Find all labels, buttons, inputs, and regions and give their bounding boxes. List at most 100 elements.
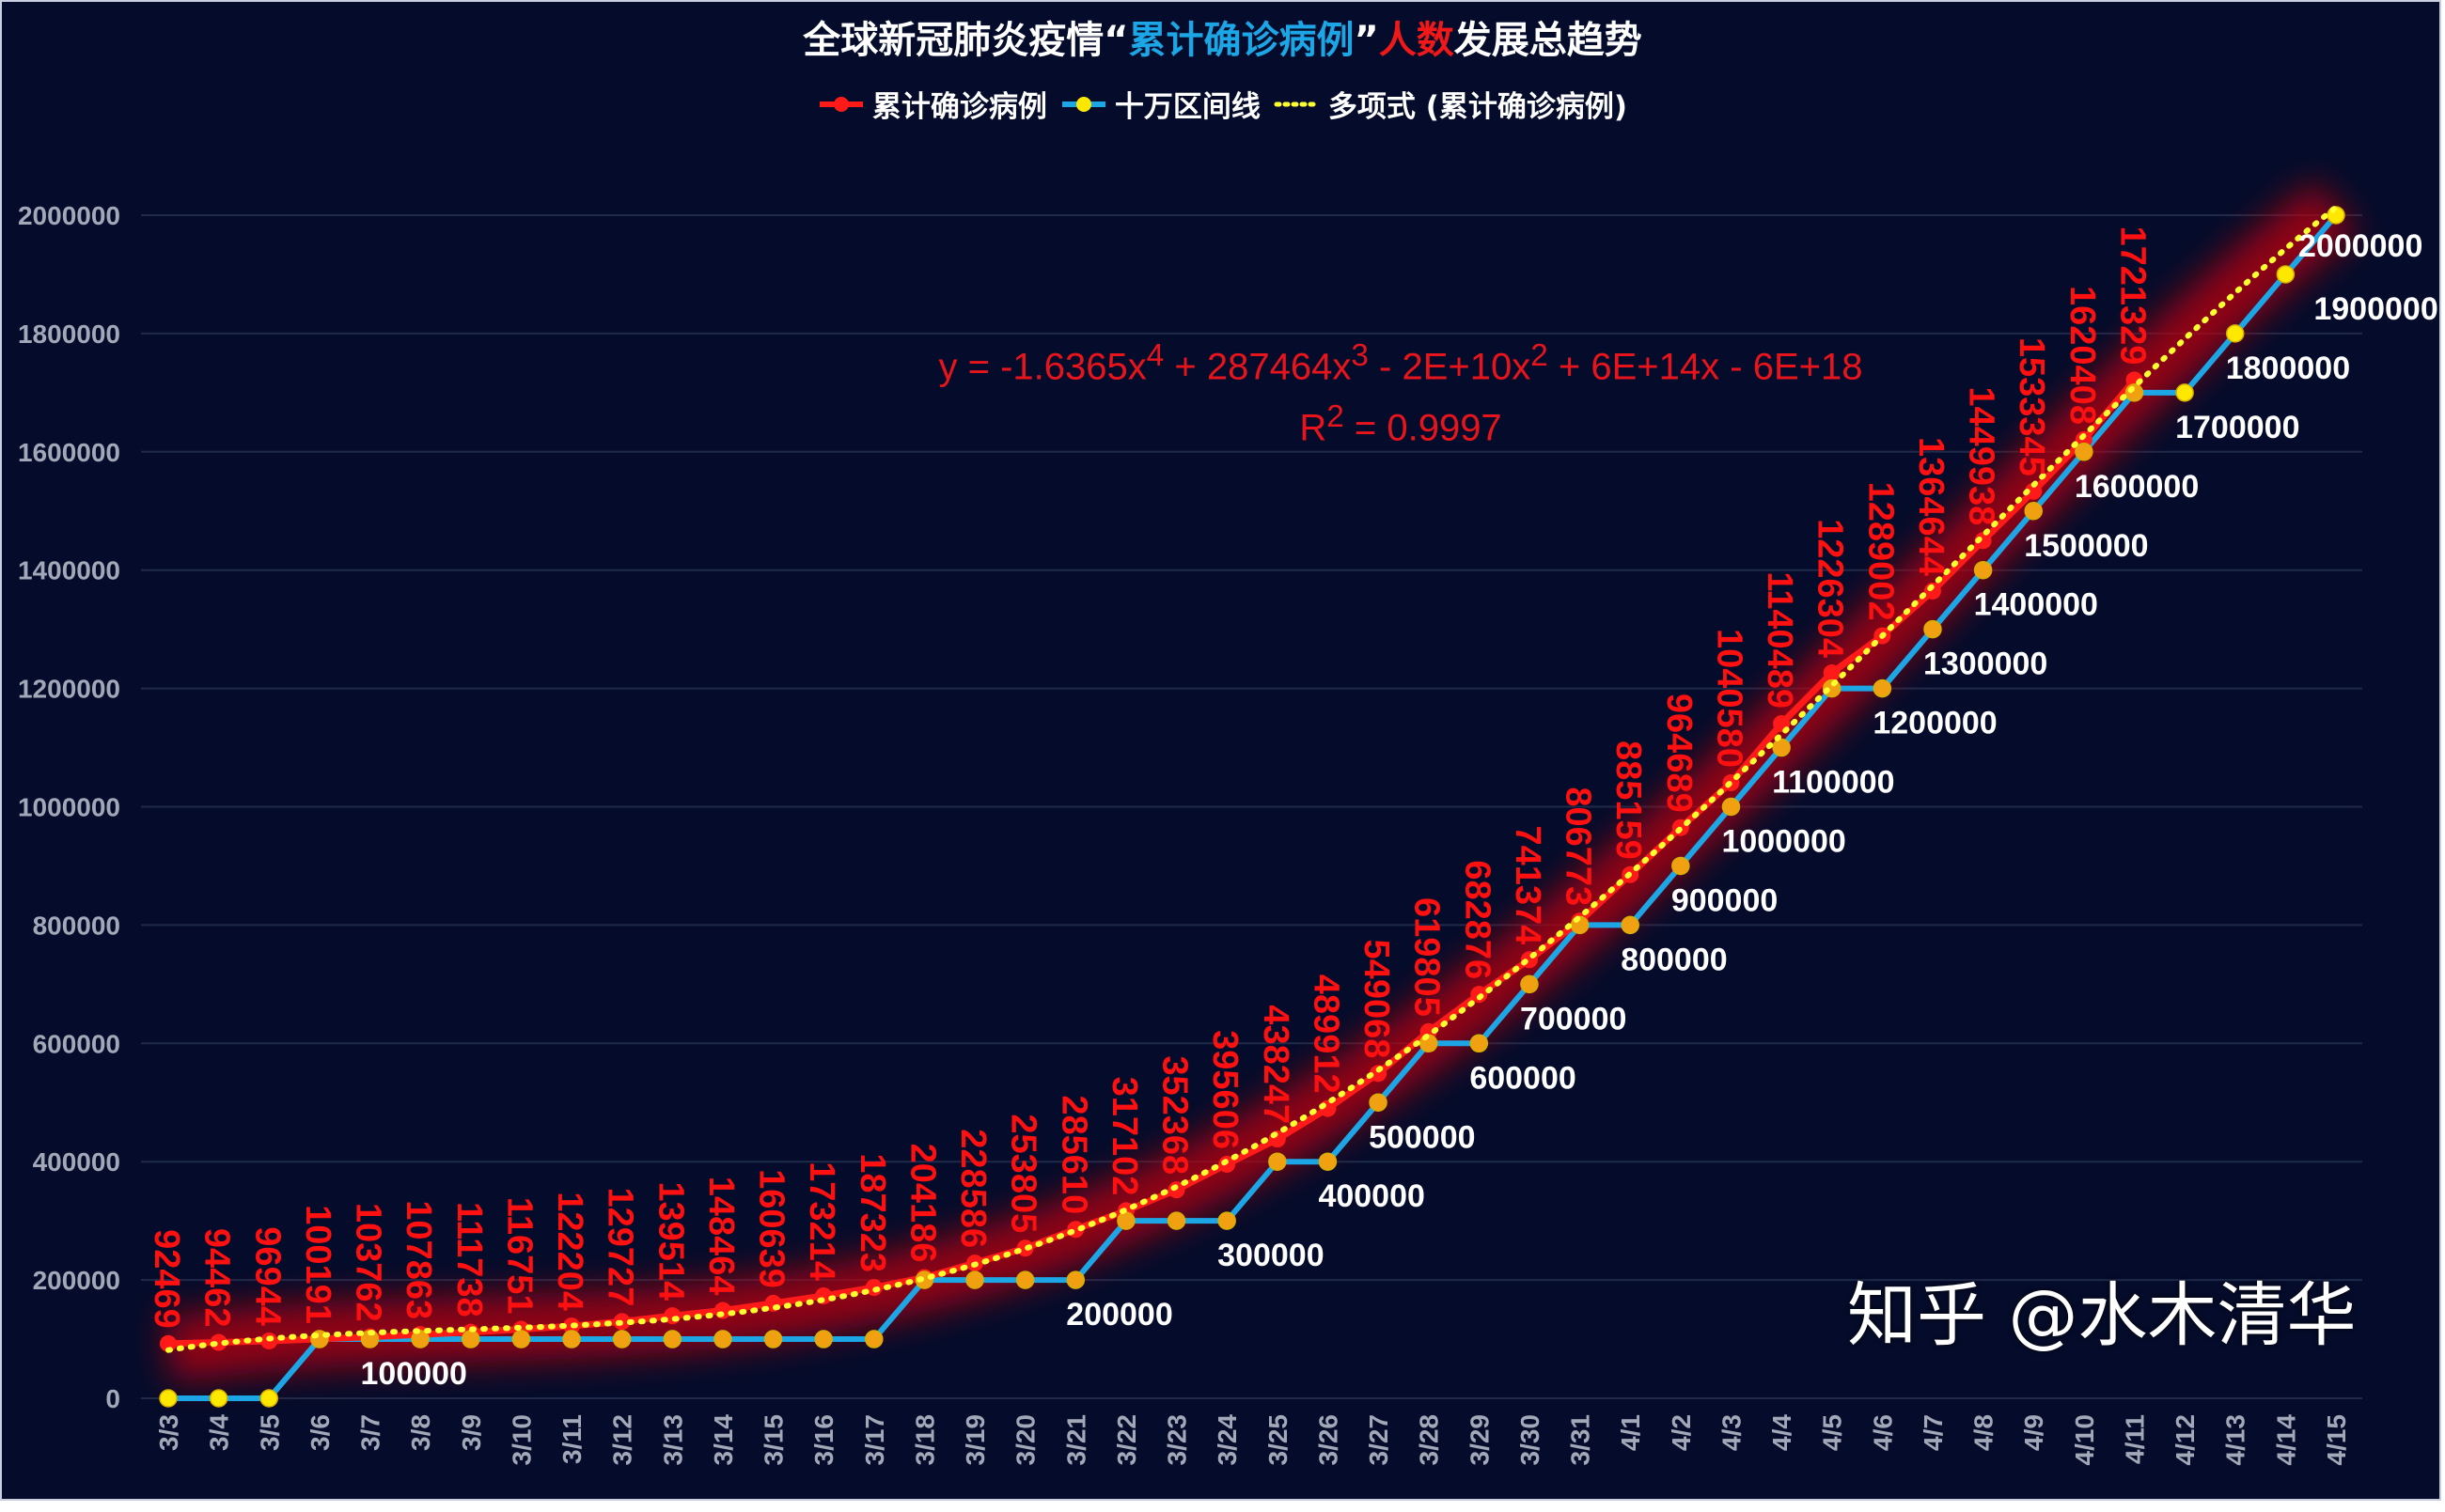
interval-point	[2075, 443, 2093, 461]
x-tick-label: 3/14	[709, 1414, 738, 1466]
interval-point	[1167, 1211, 1186, 1230]
x-tick-label: 3/8	[406, 1414, 435, 1451]
x-tick-label: 3/29	[1465, 1414, 1494, 1466]
interval-point	[1973, 560, 1993, 580]
cumulative-point	[1823, 664, 1841, 682]
cumulative-data-label: 489912	[1306, 974, 1345, 1094]
x-tick-label: 3/17	[860, 1414, 889, 1466]
interval-point	[965, 1270, 984, 1289]
interval-point	[1721, 797, 1741, 817]
interval-point	[562, 1330, 581, 1348]
x-tick-label: 3/27	[1364, 1414, 1393, 1466]
interval-point	[865, 1330, 884, 1348]
trendline-r-squared: R2 = 0.9997	[1299, 399, 1502, 449]
cumulative-data-label: 682876	[1457, 860, 1497, 979]
cumulative-point	[2025, 482, 2043, 500]
interval-data-label: 1900000	[2313, 291, 2437, 327]
x-tick-label: 3/31	[1566, 1414, 1595, 1466]
interval-point	[1671, 856, 1690, 876]
interval-point	[713, 1330, 732, 1348]
interval-point	[2175, 383, 2194, 402]
y-tick-label: 1600000	[18, 438, 120, 467]
interval-data-label: 400000	[1318, 1178, 1424, 1214]
interval-point	[1217, 1211, 1236, 1230]
cumulative-data-label: 92469	[147, 1229, 186, 1329]
interval-data-label: 500000	[1369, 1119, 1475, 1155]
interval-point	[159, 1389, 178, 1408]
x-tick-label: 4/4	[1767, 1414, 1796, 1451]
cumulative-data-label: 1040580	[1709, 629, 1748, 768]
x-tick-label: 3/24	[1213, 1414, 1242, 1466]
cumulative-data-label: 122204	[550, 1192, 589, 1311]
x-tick-label: 4/7	[1919, 1414, 1948, 1451]
cumulative-data-label: 1289002	[1860, 482, 1900, 621]
interval-point	[1772, 738, 1791, 757]
cumulative-data-label: 1364644	[1911, 437, 1951, 576]
x-tick-label: 3/21	[1061, 1414, 1090, 1466]
title-part: 发展总趋势	[1453, 19, 1642, 62]
x-tick-label: 4/11	[2120, 1414, 2149, 1464]
interval-point	[259, 1389, 279, 1408]
y-tick-label: 1200000	[18, 675, 120, 704]
x-tick-label: 4/10	[2070, 1414, 2099, 1466]
y-tick-label: 1000000	[18, 793, 120, 822]
x-tick-label: 3/22	[1112, 1414, 1141, 1466]
x-tick-label: 3/23	[1163, 1414, 1192, 1466]
cumulative-data-label: 253805	[1004, 1114, 1043, 1233]
title-highlight-red: 人数	[1378, 19, 1454, 62]
interval-data-label: 800000	[1621, 942, 1727, 977]
interval-point	[511, 1330, 531, 1348]
y-tick-label: 600000	[33, 1029, 120, 1058]
legend-item-interval[interactable]: 十万区间线	[1060, 83, 1261, 125]
cumulative-data-label: 1226304	[1810, 519, 1850, 658]
cumulative-data-label: 1620408	[2062, 286, 2102, 425]
cumulative-data-label: 741374	[1508, 825, 1547, 944]
cumulative-data-label: 1721329	[2112, 226, 2152, 365]
cumulative-data-label: 94462	[197, 1228, 237, 1328]
cumulative-data-label: 1533345	[2012, 337, 2051, 476]
interval-data-label: 2000000	[2298, 228, 2422, 264]
cumulative-data-label: 619805	[1407, 897, 1447, 1017]
cumulative-data-label: 204186	[902, 1144, 942, 1263]
x-tick-label: 4/13	[2221, 1414, 2250, 1466]
cumulative-data-label: 549068	[1356, 940, 1396, 1059]
cumulative-data-label: 139514	[650, 1181, 690, 1301]
cumulative-data-label: 116751	[499, 1197, 539, 1315]
interval-data-label: 600000	[1469, 1060, 1575, 1096]
cumulative-data-label: 352368	[1155, 1055, 1195, 1175]
interval-point	[1873, 678, 1892, 698]
cumulative-data-label: 1140489	[1760, 571, 1799, 709]
x-tick-label: 3/28	[1415, 1414, 1444, 1466]
legend: 累计确诊病例 十万区间线 多项式 (累计确诊病例)	[0, 83, 2445, 125]
legend-item-cumulative[interactable]: 累计确诊病例	[818, 83, 1047, 125]
interval-data-label: 1400000	[1974, 587, 2098, 623]
y-tick-label: 1400000	[18, 556, 120, 585]
interval-point	[1369, 1093, 1387, 1112]
interval-point	[2225, 324, 2245, 343]
x-tick-label: 3/3	[154, 1414, 183, 1451]
x-tick-label: 4/9	[2019, 1414, 2048, 1451]
y-tick-label: 200000	[33, 1266, 120, 1295]
interval-data-label: 200000	[1066, 1297, 1172, 1333]
x-tick-label: 3/4	[205, 1414, 234, 1451]
interval-data-label: 300000	[1217, 1238, 1324, 1273]
x-tick-label: 4/2	[1667, 1414, 1696, 1451]
blue-line-yellow-marker-icon	[1061, 96, 1105, 112]
x-tick-label: 3/11	[557, 1414, 587, 1464]
legend-label: 累计确诊病例	[871, 90, 1047, 124]
cumulative-data-label: 103762	[349, 1203, 388, 1322]
interval-data-label: 1700000	[2175, 410, 2299, 445]
interval-data-label: 1500000	[2024, 528, 2148, 564]
interval-data-label: 900000	[1671, 882, 1778, 918]
x-tick-label: 4/15	[2322, 1414, 2351, 1466]
interval-point	[1520, 974, 1539, 994]
x-tick-label: 3/12	[608, 1414, 637, 1466]
legend-item-trend[interactable]: 多项式 (累计确诊病例)	[1274, 83, 1627, 125]
x-tick-label: 4/6	[1868, 1414, 1897, 1451]
y-tick-label: 800000	[33, 911, 120, 940]
x-tick-label: 3/20	[1011, 1414, 1041, 1466]
interval-point	[2276, 265, 2296, 284]
